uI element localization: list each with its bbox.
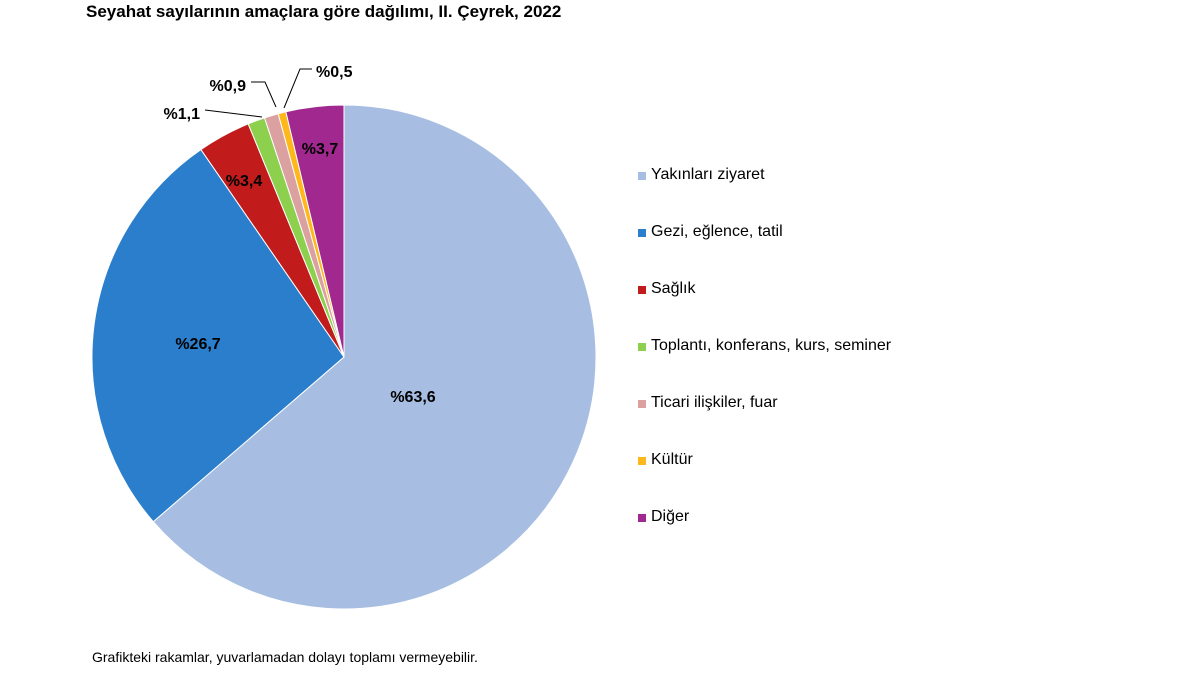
legend-item-saglik: Sağlık xyxy=(638,280,891,337)
legend-swatch xyxy=(638,172,646,180)
leader-line-toplanti-konferans-kurs-seminer xyxy=(204,109,263,118)
data-label-ticari-iliskiler-fuar: %0,9 xyxy=(210,78,247,95)
leader-line-kultur xyxy=(283,68,312,109)
legend-label: Gezi, eğlence, tatil xyxy=(651,223,783,240)
chart-title: Seyahat sayılarının amaçlara göre dağılı… xyxy=(86,2,562,21)
legend-item-toplanti-konferans-kurs-seminer: Toplantı, konferans, kurs, seminer xyxy=(638,337,891,394)
legend-swatch xyxy=(638,286,646,294)
data-label-kultur: %0,5 xyxy=(316,64,353,81)
leader-line-ticari-iliskiler-fuar xyxy=(251,81,277,108)
footnote: Grafikteki rakamlar, yuvarlamadan dolayı… xyxy=(92,649,478,665)
legend-label: Toplantı, konferans, kurs, seminer xyxy=(651,337,892,354)
data-label-yakinlari-ziyaret: %63,6 xyxy=(390,389,435,406)
legend-label: Kültür xyxy=(651,451,693,468)
pie-slice-gezi-eglence-tatil xyxy=(91,148,345,523)
leader-lines xyxy=(204,68,312,118)
legend-swatch xyxy=(638,400,646,408)
legend-label: Yakınları ziyaret xyxy=(651,166,765,183)
legend: Yakınları ziyaret Gezi, eğlence, tatil Sağ… xyxy=(638,166,891,565)
data-label-saglik: %3,4 xyxy=(226,173,263,190)
legend-label: Sağlık xyxy=(651,280,696,297)
data-label-toplanti-konferans-kurs-seminer: %1,1 xyxy=(164,106,201,123)
legend-swatch xyxy=(638,457,646,465)
legend-item-diger: Diğer xyxy=(638,508,891,565)
data-label-diger: %3,7 xyxy=(302,141,339,158)
legend-swatch xyxy=(638,343,646,351)
legend-item-kultur: Kültür xyxy=(638,451,891,508)
pie-slices xyxy=(91,104,597,610)
legend-label: Diğer xyxy=(651,508,690,525)
legend-swatch xyxy=(638,229,646,237)
legend-label: Ticari ilişkiler, fuar xyxy=(651,394,778,411)
legend-item-yakinlari-ziyaret: Yakınları ziyaret xyxy=(638,166,891,223)
legend-swatch xyxy=(638,514,646,522)
data-label-gezi-eglence-tatil: %26,7 xyxy=(175,336,220,353)
pie-slice-yakinlari-ziyaret xyxy=(152,104,597,610)
legend-item-ticari-iliskiler-fuar: Ticari ilişkiler, fuar xyxy=(638,394,891,451)
pie-slice-diger xyxy=(285,104,345,358)
legend-item-gezi-eglence-tatil: Gezi, eğlence, tatil xyxy=(638,223,891,280)
data-labels: %63,6 %26,7 %3,4 %1,1 %0,9 %0,5 %3,7 xyxy=(164,64,436,406)
